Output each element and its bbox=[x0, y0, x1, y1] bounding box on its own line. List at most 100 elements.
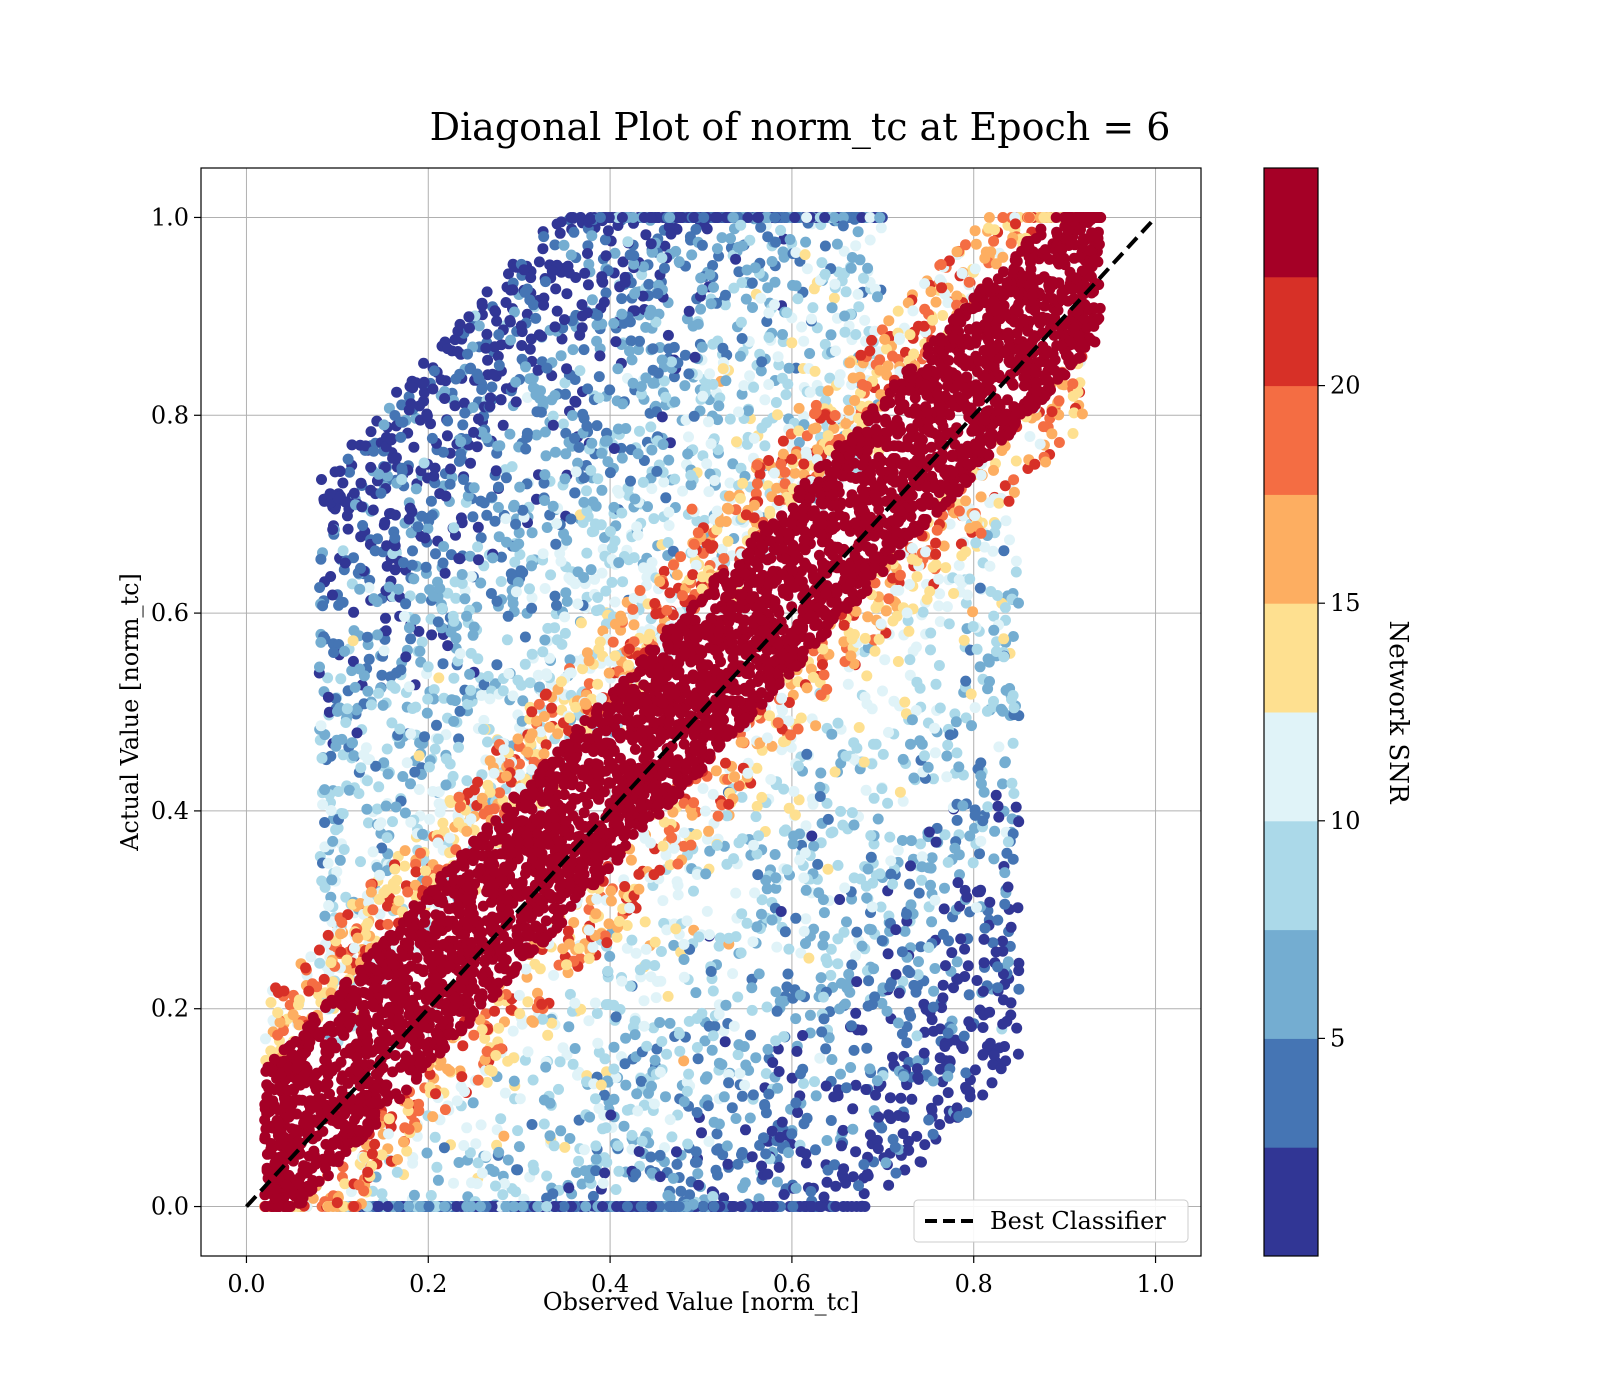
scatter-point bbox=[448, 1177, 459, 1189]
scatter-point bbox=[455, 436, 467, 448]
scatter-point bbox=[408, 1189, 420, 1201]
scatter-point bbox=[688, 885, 699, 897]
scatter-point bbox=[706, 1044, 718, 1056]
scatter-point bbox=[712, 1169, 723, 1181]
scatter-point bbox=[650, 992, 662, 1004]
scatter-point bbox=[547, 419, 559, 431]
scatter-point bbox=[519, 286, 531, 298]
scatter-point bbox=[932, 1094, 944, 1106]
scatter-point bbox=[315, 720, 327, 732]
scatter-point bbox=[497, 419, 509, 431]
scatter-point bbox=[596, 484, 608, 496]
scatter-point bbox=[873, 1111, 885, 1123]
scatter-point bbox=[746, 277, 758, 289]
scatter-point bbox=[852, 226, 864, 238]
scatter-point bbox=[705, 298, 717, 310]
scatter-point bbox=[503, 268, 514, 280]
scatter-point bbox=[455, 512, 467, 524]
scatter-point bbox=[632, 529, 644, 541]
scatter-point bbox=[960, 1083, 972, 1095]
scatter-point bbox=[634, 964, 646, 976]
scatter-point bbox=[851, 976, 863, 988]
scatter-point bbox=[589, 997, 601, 1009]
scatter-point bbox=[355, 856, 366, 868]
scatter-point bbox=[449, 400, 461, 412]
scatter-point bbox=[819, 338, 831, 350]
scatter-point bbox=[992, 800, 1004, 812]
scatter-point bbox=[541, 1170, 553, 1182]
scatter-point bbox=[464, 550, 476, 562]
scatter-point bbox=[841, 916, 852, 928]
scatter-point bbox=[659, 262, 670, 274]
scatter-point bbox=[616, 293, 628, 305]
scatter-point bbox=[678, 938, 690, 950]
scatter-point bbox=[763, 332, 775, 343]
scatter-point bbox=[559, 473, 571, 485]
scatter-point bbox=[705, 966, 717, 977]
scatter-point bbox=[942, 1070, 954, 1082]
scatter-point bbox=[776, 1116, 788, 1128]
scatter-point bbox=[999, 1041, 1010, 1052]
scatter-point bbox=[918, 1047, 930, 1059]
scatter-point bbox=[731, 436, 742, 448]
scatter-point bbox=[969, 702, 981, 714]
scatter-point bbox=[507, 690, 519, 702]
scatter-point bbox=[776, 372, 788, 384]
scatter-point bbox=[378, 419, 390, 431]
scatter-point bbox=[632, 1105, 644, 1117]
scatter-point bbox=[498, 1130, 510, 1142]
scatter-point bbox=[753, 968, 765, 980]
scatter-point bbox=[711, 839, 723, 851]
scatter-point bbox=[872, 813, 884, 825]
scatter-point bbox=[916, 851, 928, 863]
scatter-point bbox=[629, 288, 641, 300]
scatter-point bbox=[691, 1107, 703, 1118]
scatter-point bbox=[901, 908, 912, 920]
scatter-point bbox=[629, 493, 641, 505]
scatter-point bbox=[709, 475, 721, 486]
scatter-point bbox=[556, 333, 568, 345]
scatter-point bbox=[562, 260, 574, 272]
scatter-point bbox=[938, 903, 950, 915]
scatter-point bbox=[468, 426, 480, 438]
scatter-point bbox=[695, 303, 707, 315]
scatter-point bbox=[413, 784, 425, 795]
scatter-point bbox=[739, 1079, 751, 1091]
scatter-point bbox=[681, 915, 693, 927]
scatter-point bbox=[913, 956, 924, 968]
scatter-point bbox=[373, 687, 385, 699]
scatter-point bbox=[788, 785, 800, 797]
scatter-point bbox=[701, 1071, 713, 1083]
scatter-point bbox=[864, 1129, 876, 1141]
scatter-point bbox=[997, 935, 1008, 947]
scatter-point bbox=[586, 230, 598, 242]
scatter-point bbox=[520, 361, 532, 373]
scatter-point bbox=[386, 717, 398, 729]
scatter-point bbox=[941, 771, 953, 783]
scatter-point bbox=[937, 992, 949, 1004]
scatter-point bbox=[656, 252, 668, 264]
scatter-point bbox=[613, 557, 625, 569]
scatter-point bbox=[816, 257, 828, 269]
scatter-point bbox=[539, 469, 551, 481]
scatter-point bbox=[872, 1143, 884, 1155]
scatter-point bbox=[548, 1140, 560, 1152]
scatter-point bbox=[497, 685, 509, 697]
scatter-point bbox=[911, 1030, 923, 1042]
scatter-point bbox=[810, 1144, 821, 1156]
scatter-point bbox=[860, 784, 872, 796]
scatter-point bbox=[337, 545, 349, 557]
scatter-point bbox=[405, 398, 417, 410]
scatter-point bbox=[824, 372, 836, 384]
scatter-point bbox=[348, 606, 360, 618]
scatter-point bbox=[452, 346, 464, 357]
scatter-point bbox=[1007, 853, 1019, 865]
scatter-point bbox=[698, 1201, 710, 1212]
scatter-point bbox=[526, 1119, 538, 1130]
scatter-point bbox=[845, 1062, 857, 1073]
scatter-point bbox=[392, 583, 404, 595]
scatter-point bbox=[663, 454, 675, 466]
scatter-point bbox=[579, 267, 591, 279]
scatter-point bbox=[526, 592, 538, 604]
scatter-point bbox=[417, 828, 428, 840]
